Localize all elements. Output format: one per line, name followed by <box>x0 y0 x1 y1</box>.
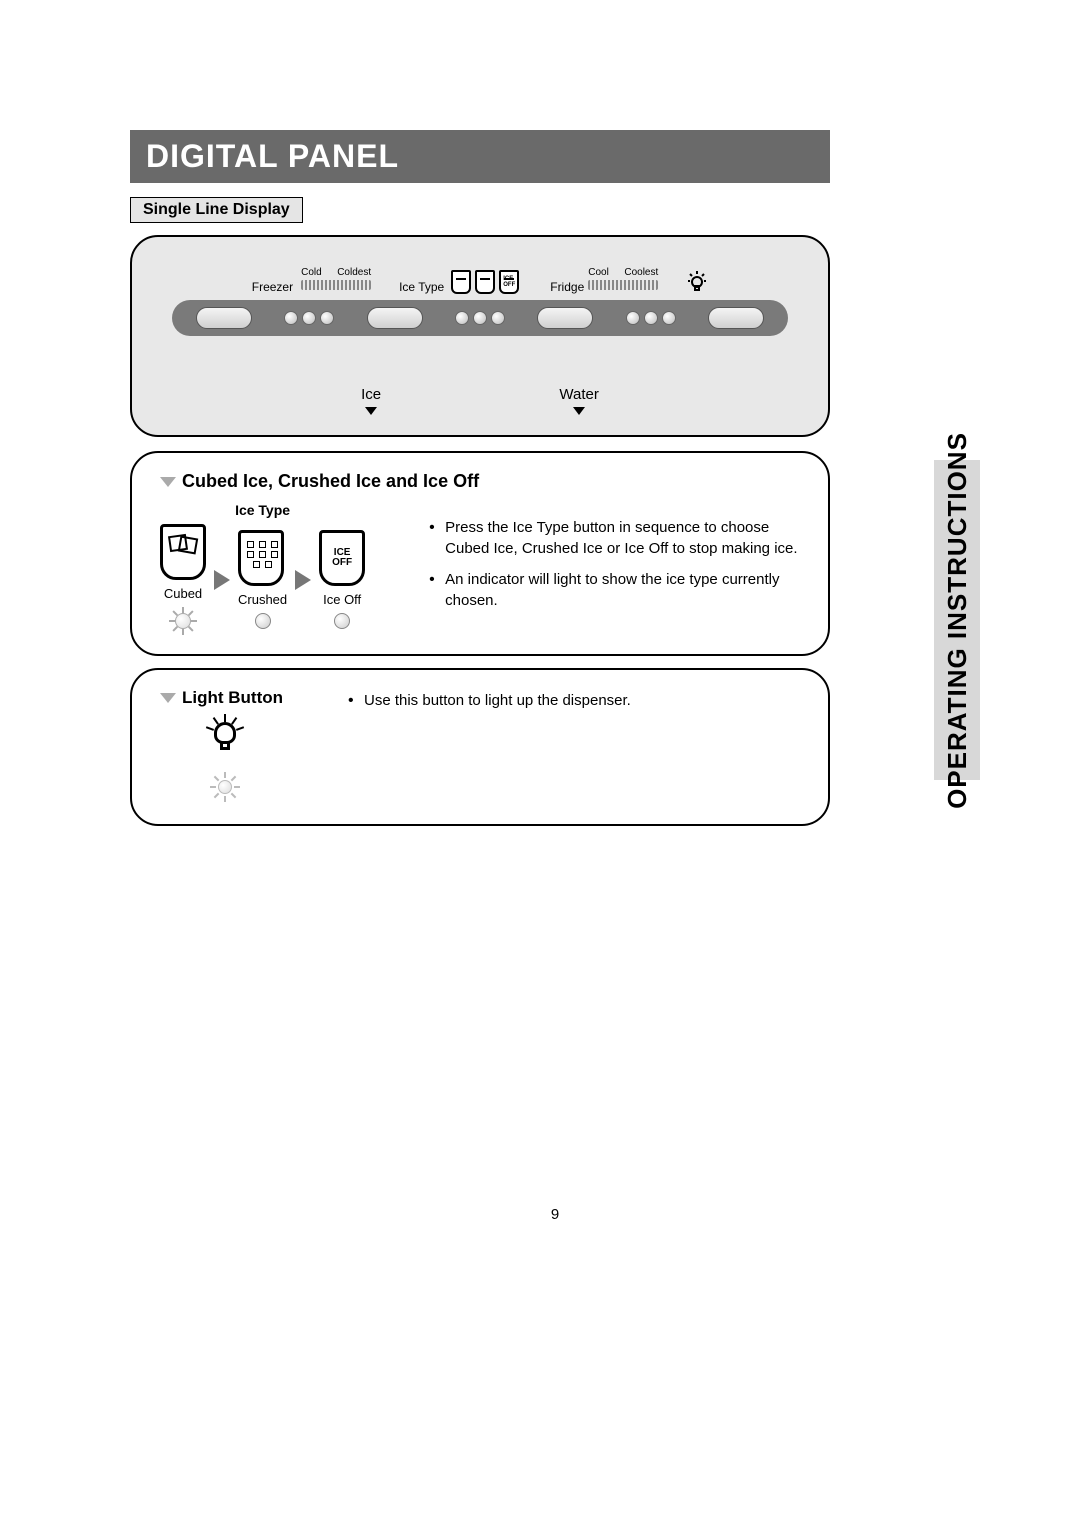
light-bullets: Use this button to light up the dispense… <box>308 690 800 721</box>
light-indicator-icon <box>210 772 240 802</box>
crushed-indicator-icon <box>255 613 271 629</box>
light-bulb-icon <box>207 722 243 764</box>
crushed-ice-icon <box>238 530 284 586</box>
freezer-temp-indicator: Cold Coldest <box>301 267 371 294</box>
icetype-icons-row: ICEOFF <box>450 270 520 294</box>
water-dispenser-label: Water <box>559 386 598 415</box>
section-marker-icon <box>160 693 176 703</box>
section-marker-icon <box>160 477 176 487</box>
light-button-section: Light Button <box>130 668 830 826</box>
ice-type-header: Ice Type <box>160 502 365 518</box>
ice-dispenser-label: Ice <box>361 386 381 415</box>
ice-bullet-2: An indicator will light to show the ice … <box>429 569 800 611</box>
cubed-ice-icon <box>160 524 206 580</box>
ice-bullets: Press the Ice Type button in sequence to… <box>389 517 800 621</box>
cubed-indicator-active-icon <box>169 607 197 635</box>
ice-bullet-1: Press the Ice Type button in sequence to… <box>429 517 800 559</box>
fridge-leds <box>626 311 676 325</box>
digital-panel-diagram: Freezer Cold Coldest Ice Type ICEOFF <box>130 235 830 437</box>
light-bullet-1: Use this button to light up the dispense… <box>348 690 800 711</box>
button-bar <box>172 300 788 336</box>
side-tab-label: OPERATING INSTRUCTIONS <box>942 432 973 809</box>
iceoff-caption: Ice Off <box>319 592 365 607</box>
page-number: 9 <box>130 1206 980 1223</box>
freezer-button[interactable] <box>196 307 252 329</box>
icetype-label: Ice Type <box>399 280 444 294</box>
freezer-cold-label: Cold <box>301 267 322 278</box>
freezer-leds <box>284 311 334 325</box>
cubed-ice-icon <box>451 270 471 294</box>
icetype-leds <box>455 311 505 325</box>
title-bar: DIGITAL PANEL <box>130 130 830 183</box>
fridge-cool-label: Cool <box>588 267 609 278</box>
ice-type-section: Cubed Ice, Crushed Ice and Ice Off Ice T… <box>130 451 830 656</box>
sequence-arrow-icon <box>295 570 311 590</box>
cubed-caption: Cubed <box>160 586 206 601</box>
fridge-label: Fridge <box>550 280 584 294</box>
crushed-caption: Crushed <box>238 592 287 607</box>
crushed-ice-icon <box>475 270 495 294</box>
light-section-title: Light Button <box>182 688 283 708</box>
freezer-label: Freezer <box>252 280 293 294</box>
ice-off-icon: ICEOFF <box>319 530 365 586</box>
ice-off-icon: ICEOFF <box>499 270 519 294</box>
subtitle-box: Single Line Display <box>130 197 303 223</box>
icetype-button[interactable] <box>367 307 423 329</box>
side-tab: OPERATING INSTRUCTIONS <box>934 460 980 780</box>
fridge-button[interactable] <box>537 307 593 329</box>
sequence-arrow-icon <box>214 570 230 590</box>
freezer-coldest-label: Coldest <box>337 267 371 278</box>
page-title: DIGITAL PANEL <box>146 138 814 175</box>
ice-section-title: Cubed Ice, Crushed Ice and Ice Off <box>182 471 479 492</box>
light-button[interactable] <box>708 307 764 329</box>
fridge-coolest-label: Coolest <box>624 267 658 278</box>
fridge-temp-indicator: Cool Coolest <box>588 267 658 294</box>
iceoff-indicator-icon <box>334 613 350 629</box>
light-icon <box>686 268 708 294</box>
